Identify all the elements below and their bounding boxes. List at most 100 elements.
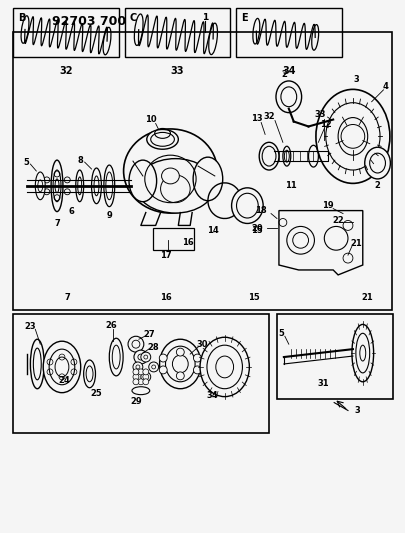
Ellipse shape [30,339,44,389]
Ellipse shape [132,387,150,394]
Circle shape [138,379,144,385]
Text: 5: 5 [278,329,284,338]
Text: 31: 31 [318,379,329,388]
Ellipse shape [200,337,249,397]
Ellipse shape [338,118,368,155]
Circle shape [176,372,184,380]
Circle shape [134,350,148,364]
Circle shape [133,369,139,375]
Ellipse shape [316,90,390,183]
Text: 27: 27 [143,330,155,339]
Text: 7: 7 [54,219,60,228]
Ellipse shape [216,356,234,378]
Ellipse shape [322,142,330,160]
Text: 8: 8 [78,156,83,165]
Text: 4: 4 [382,83,388,91]
Ellipse shape [136,159,215,213]
Circle shape [143,369,149,375]
Circle shape [133,374,139,380]
Bar [153,229,194,250]
Text: 22: 22 [332,216,344,225]
Ellipse shape [35,172,45,200]
Text: 18: 18 [256,206,267,215]
Text: B: B [18,13,25,23]
Text: 33: 33 [315,110,326,119]
Circle shape [133,362,143,372]
Text: 9: 9 [107,211,112,220]
Text: 12: 12 [320,120,332,129]
Circle shape [141,352,151,362]
Text: 3: 3 [355,406,361,415]
Ellipse shape [365,147,390,179]
Circle shape [141,372,151,382]
Circle shape [159,366,167,374]
Ellipse shape [309,146,318,167]
Text: 14: 14 [207,226,219,235]
Bar [277,314,393,399]
Text: 29: 29 [130,397,142,406]
Circle shape [159,354,167,362]
Ellipse shape [193,157,223,201]
Text: 21: 21 [362,293,373,302]
Text: 6: 6 [69,207,75,216]
Text: 15: 15 [248,293,260,302]
Circle shape [143,374,149,380]
Text: 28: 28 [147,343,158,352]
Circle shape [128,336,144,352]
Circle shape [341,125,365,148]
Text: 30: 30 [196,340,208,349]
Text: 11: 11 [285,181,296,190]
Bar [13,33,392,310]
Text: 2: 2 [375,181,381,190]
Text: 24: 24 [58,376,70,385]
Ellipse shape [124,129,217,213]
Ellipse shape [76,170,84,201]
Ellipse shape [352,325,374,382]
Ellipse shape [51,160,63,212]
Circle shape [133,379,139,385]
Polygon shape [279,211,363,275]
Text: 17: 17 [160,251,171,260]
Text: 34: 34 [283,67,296,76]
Text: 13: 13 [252,114,263,123]
Text: 20: 20 [252,224,263,233]
Text: 26: 26 [105,321,117,330]
Bar [13,314,269,433]
Text: 10: 10 [145,115,157,124]
Ellipse shape [360,345,366,361]
Ellipse shape [147,130,178,149]
Ellipse shape [55,357,69,377]
Ellipse shape [92,168,101,204]
Ellipse shape [109,338,123,376]
Bar [125,8,230,56]
Text: 5: 5 [23,158,30,167]
Text: 15: 15 [252,226,263,235]
Ellipse shape [283,146,291,166]
Ellipse shape [259,142,279,170]
Circle shape [194,354,201,362]
Text: 3: 3 [353,76,359,84]
Ellipse shape [276,81,302,112]
Text: 7: 7 [64,293,70,302]
Text: 34: 34 [206,391,217,400]
Text: 1: 1 [202,13,208,22]
Circle shape [194,366,201,374]
Text: 21: 21 [350,239,362,248]
Circle shape [138,369,144,375]
Ellipse shape [104,165,115,207]
Text: 23: 23 [25,322,36,331]
Text: 2: 2 [281,69,287,78]
Circle shape [176,348,184,356]
Bar [13,8,119,56]
Text: 16: 16 [160,293,171,302]
Circle shape [143,379,149,385]
Ellipse shape [162,168,179,184]
Ellipse shape [43,341,81,393]
Text: 32: 32 [59,67,72,76]
Text: 32: 32 [263,112,275,121]
Text: 92703 700: 92703 700 [52,14,126,28]
Text: 19: 19 [322,201,334,210]
Circle shape [149,362,159,372]
Bar [237,8,342,56]
Ellipse shape [84,360,96,387]
